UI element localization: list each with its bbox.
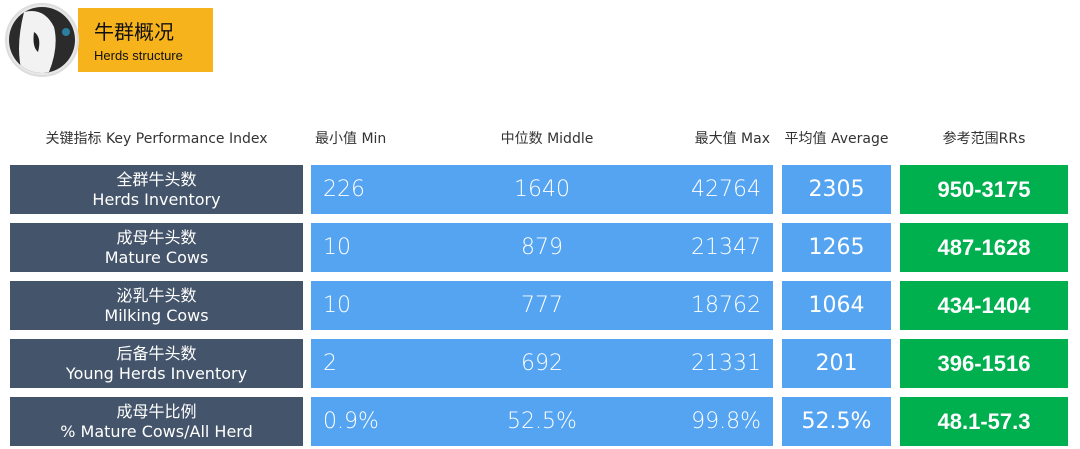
header-subtitle: Herds structure bbox=[94, 48, 183, 63]
row-label: 泌乳牛头数 Milking Cows bbox=[10, 281, 303, 330]
label-en: Herds Inventory bbox=[92, 189, 221, 209]
header-box: 牛群概况 Herds structure bbox=[78, 8, 213, 72]
min-value: 10 bbox=[323, 235, 351, 260]
label-en: % Mature Cows/All Herd bbox=[60, 421, 253, 441]
column-header: 平均值 Average bbox=[784, 131, 889, 147]
row-label: 成母牛比例% Mature Cows/All Herd bbox=[10, 397, 303, 446]
label-cn: 成母牛比例 bbox=[116, 401, 197, 421]
column-header: 最小值 Min bbox=[315, 131, 387, 147]
average-value: 1265 bbox=[782, 223, 891, 272]
label-en: Mature Cows bbox=[104, 247, 209, 267]
header-title: 牛群概况 bbox=[94, 20, 174, 44]
average-value: 2305 bbox=[782, 165, 891, 214]
reference-range: 950-3175 bbox=[900, 165, 1068, 214]
reference-range: 434-1404 bbox=[900, 281, 1068, 330]
min-value: 0.9% bbox=[323, 409, 379, 434]
row-label: 后备牛头数 Young Herds Inventory bbox=[10, 339, 303, 388]
max-value: 18762 bbox=[691, 293, 761, 318]
middle-value: 1640 bbox=[514, 177, 570, 202]
row-label: 成母牛头数 Mature Cows bbox=[10, 223, 303, 272]
min-value: 226 bbox=[323, 177, 365, 202]
label-en: Young Herds Inventory bbox=[65, 363, 248, 383]
value-band: 2 692 21331 bbox=[311, 339, 773, 388]
max-value: 21347 bbox=[691, 235, 761, 260]
value-band: 10 777 18762 bbox=[311, 281, 773, 330]
column-header: 中位数 Middle bbox=[500, 131, 594, 147]
min-value: 10 bbox=[323, 293, 351, 318]
column-header: 关键指标 Key Performance Index bbox=[45, 131, 268, 147]
label-cn: 全群牛头数 bbox=[116, 169, 197, 189]
reference-range: 487-1628 bbox=[900, 223, 1068, 272]
middle-value: 692 bbox=[521, 351, 563, 376]
average-value: 201 bbox=[782, 339, 891, 388]
value-band: 10 879 21347 bbox=[311, 223, 773, 272]
label-cn: 泌乳牛头数 bbox=[116, 285, 197, 305]
cow-icon bbox=[5, 3, 79, 77]
middle-value: 52.5% bbox=[507, 409, 577, 434]
middle-value: 777 bbox=[521, 293, 563, 318]
row-label: 全群牛头数 Herds Inventory bbox=[10, 165, 303, 214]
reference-range: 48.1-57.3 bbox=[900, 397, 1068, 446]
average-value: 52.5% bbox=[782, 397, 891, 446]
value-band: 226 1640 42764 bbox=[311, 165, 773, 214]
value-band: 0.9% 52.5% 99.8% bbox=[311, 397, 773, 446]
reference-range: 396-1516 bbox=[900, 339, 1068, 388]
column-header: 参考范围RRs bbox=[942, 131, 1026, 147]
average-value: 1064 bbox=[782, 281, 891, 330]
label-en: Milking Cows bbox=[104, 305, 209, 325]
middle-value: 879 bbox=[521, 235, 563, 260]
label-cn: 成母牛头数 bbox=[116, 227, 197, 247]
min-value: 2 bbox=[323, 351, 337, 376]
max-value: 99.8% bbox=[691, 409, 761, 434]
label-cn: 后备牛头数 bbox=[116, 343, 197, 363]
max-value: 21331 bbox=[691, 351, 761, 376]
column-header: 最大值 Max bbox=[694, 131, 770, 147]
max-value: 42764 bbox=[691, 177, 761, 202]
